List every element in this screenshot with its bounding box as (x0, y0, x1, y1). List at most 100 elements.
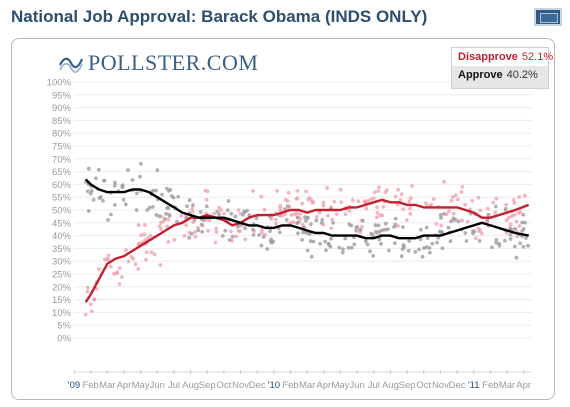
poll-dot (512, 244, 517, 249)
poll-dot (365, 199, 370, 203)
poll-dot (145, 236, 150, 240)
poll-dot (465, 219, 470, 224)
poll-dot (98, 195, 103, 199)
poll-dot (251, 189, 255, 193)
poll-dot (159, 227, 164, 232)
legend-item-disapprove[interactable]: Disapprove 52.1% (458, 51, 553, 63)
poll-dot (187, 235, 192, 240)
legend-label: Disapprove (458, 51, 518, 63)
poll-dot (340, 250, 345, 255)
trend-line-approve (84, 178, 529, 240)
x-tick-label: Jul (168, 380, 180, 391)
poll-dot (477, 227, 482, 232)
poll-dot (375, 205, 379, 210)
poll-dot (363, 239, 368, 244)
poll-dot (401, 207, 406, 212)
poll-dot (94, 287, 99, 291)
poll-dot (166, 240, 171, 244)
poll-dot (438, 213, 443, 217)
poll-dot (159, 220, 163, 225)
poll-dot (377, 237, 382, 242)
poll-dot (417, 247, 421, 252)
poll-dot (259, 194, 264, 199)
expand-chart-button[interactable] (534, 8, 562, 26)
poll-dot (283, 197, 288, 202)
poll-dot (262, 207, 267, 212)
poll-dot (164, 211, 169, 216)
poll-dot (384, 221, 388, 226)
poll-dot (328, 244, 333, 249)
poll-dot (269, 237, 274, 242)
poll-dot (493, 210, 498, 215)
poll-dot (241, 212, 245, 217)
poll-dot (251, 227, 255, 232)
poll-dot (347, 208, 352, 213)
poll-dot (314, 218, 319, 223)
x-tick-label: Mar (499, 380, 515, 391)
legend: Disapprove 52.1% Approve 40.2% (451, 47, 553, 89)
poll-dot (303, 215, 307, 220)
poll-dot (182, 233, 187, 238)
poll-dot (304, 230, 308, 235)
poll-dot (447, 209, 451, 214)
x-tick-label: Dec (249, 380, 266, 391)
legend-item-approve[interactable]: Approve 40.2% (458, 69, 538, 81)
poll-dot (308, 222, 313, 227)
poll-dot (377, 185, 381, 190)
poll-dot (494, 196, 499, 201)
poll-dot (309, 254, 314, 259)
poll-dot (350, 198, 355, 203)
poll-dot (503, 206, 508, 211)
poll-dot (349, 245, 354, 250)
poll-dot (319, 221, 324, 225)
poll-dot (214, 230, 219, 234)
poll-dot (456, 197, 460, 202)
poll-dot (321, 200, 326, 205)
poll-dot (368, 249, 372, 254)
poll-dot (294, 211, 299, 216)
poll-dot (453, 193, 458, 198)
poll-dot (282, 207, 287, 212)
poll-dot (493, 204, 498, 209)
poll-dot (108, 264, 113, 269)
poll-dot (112, 183, 117, 188)
x-tick-label: Feb (482, 380, 498, 391)
poll-dot (121, 197, 126, 202)
poll-dot (398, 198, 403, 203)
poll-dot (354, 228, 359, 233)
poll-dot (225, 208, 230, 213)
poll-dot (364, 206, 369, 211)
poll-dot (383, 227, 387, 232)
x-tick-label: Apr (316, 380, 331, 391)
poll-dot (229, 229, 233, 234)
poll-dot (337, 245, 342, 250)
poll-dot (430, 241, 435, 246)
poll-dot (291, 220, 296, 225)
poll-dot (190, 209, 195, 214)
poll-dot (300, 238, 304, 242)
x-tick-label: Aug (182, 380, 199, 391)
poll-dot (238, 229, 242, 234)
poll-dot (523, 193, 527, 198)
poll-dot (145, 208, 150, 212)
poll-dot (513, 226, 517, 231)
poll-dot (220, 234, 225, 238)
poll-dot (451, 211, 456, 216)
poll-dot (375, 215, 379, 220)
poll-dot (229, 211, 234, 216)
poll-dot (126, 168, 130, 172)
poll-dot (135, 191, 139, 196)
poll-dot (295, 221, 300, 226)
poll-dot (310, 200, 315, 205)
poll-dot (157, 224, 162, 229)
poll-dot (274, 222, 278, 226)
poll-dot (485, 206, 490, 211)
poll-dot (427, 246, 432, 250)
poll-dot (358, 228, 363, 232)
x-tick-label: Jun (349, 380, 364, 391)
poll-dot (242, 209, 247, 214)
poll-dot (472, 229, 477, 234)
poll-dot (172, 238, 177, 242)
poll-dot (329, 236, 333, 241)
y-tick-label: 65% (52, 167, 72, 178)
